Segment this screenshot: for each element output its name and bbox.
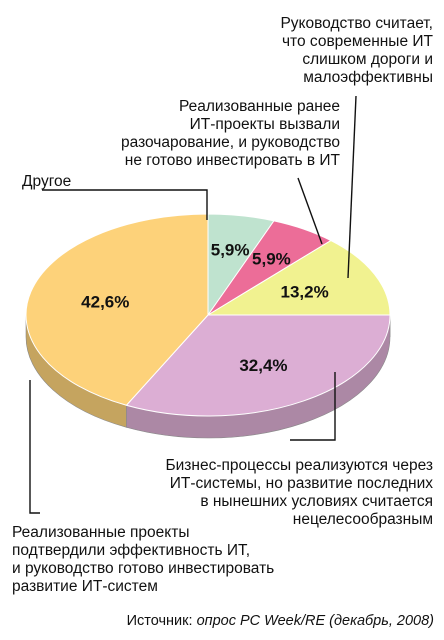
pie-slice-2	[206, 239, 391, 316]
slice-annotation-1-line-0: Реализованные ранее	[179, 98, 340, 115]
slice-annotation-2-line-3: малоэффективны	[303, 69, 433, 86]
slice-value-label-3: 32,4%	[239, 356, 287, 375]
source-note: Источник: опрос PC Week/RE (декабрь, 200…	[127, 613, 434, 629]
slice-annotation-4-line-0: Реализованные проекты	[12, 524, 189, 541]
slice-annotation-3-line-2: в нынешних условиях считается	[200, 493, 433, 510]
leader-line-3	[290, 372, 336, 441]
leader-line-4	[29, 380, 40, 514]
pie-slices	[25, 213, 391, 417]
leader-line-2	[347, 95, 357, 279]
slice-annotation-2-line-2: слишком дороги и	[302, 51, 433, 68]
slice-annotation-1-line-1: ИТ-проекты вызвали	[190, 116, 340, 133]
source-text: опрос PC Week/RE (декабрь, 2008)	[197, 613, 434, 629]
slice-annotation-3-line-3: нецелесообразным	[293, 511, 433, 528]
slice-value-label-1: 5,9%	[252, 249, 291, 268]
pie-slice-3	[125, 314, 391, 417]
slice-annotation-2-line-0: Руководство считает,	[280, 15, 433, 32]
slice-value-label-4: 42,6%	[81, 293, 129, 312]
pie-slice-4	[25, 213, 209, 406]
annotation-leader-lines	[29, 95, 357, 514]
slice-value-label-0: 5,9%	[211, 240, 250, 259]
leader-line-1	[297, 177, 323, 245]
slice-value-label-2: 13,2%	[281, 282, 329, 301]
slice-annotation-4-line-2: и руководство готово инвестировать	[12, 560, 274, 577]
slice-annotation-0-line-0: Другое	[22, 173, 71, 190]
leader-line-0	[42, 189, 208, 220]
slice-annotation-4-line-1: подтвердили эффективность ИТ,	[12, 542, 250, 559]
slice-value-labels: 5,9% 5,9% 13,2% 32,4% 42,6%	[81, 240, 329, 374]
slice-annotation-3-line-0: Бизнес-процессы реализуются через	[165, 457, 433, 474]
slice-annotation-2-line-1: что современные ИТ	[282, 33, 434, 50]
slice-annotation-1-line-2: разочарование, и руководство	[121, 134, 340, 151]
slice-annotation-4-line-3: развитие ИТ-систем	[12, 578, 158, 595]
source-prefix: Источник:	[127, 613, 197, 629]
slice-annotation-3-line-1: ИТ-системы, но развитие последних	[170, 475, 433, 492]
slice-annotation-1-line-3: не готово инвестировать в ИТ	[125, 152, 341, 169]
